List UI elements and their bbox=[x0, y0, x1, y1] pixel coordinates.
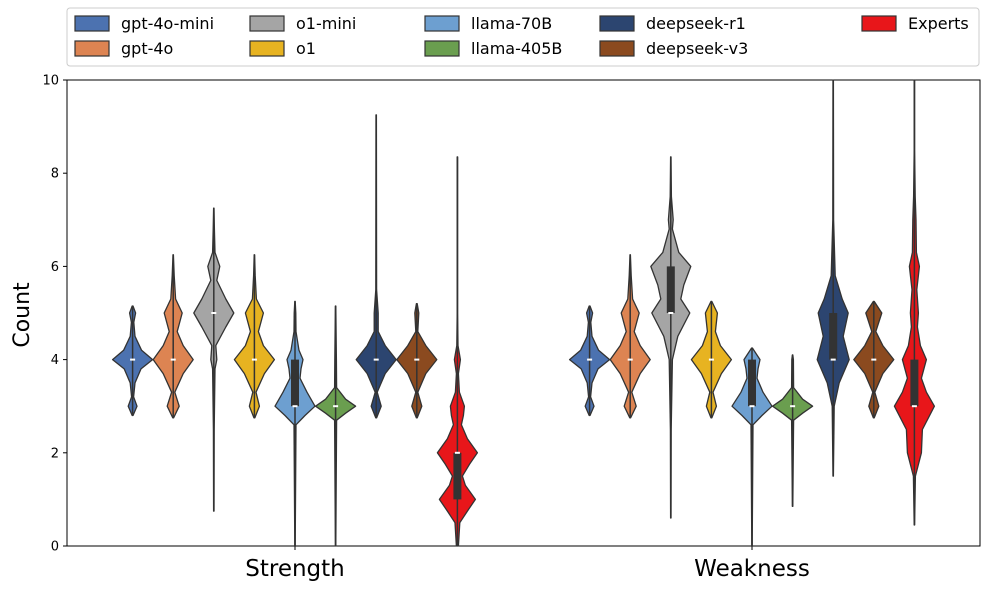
violin-median bbox=[708, 358, 714, 361]
y-axis: 0 2 4 6 8 10 bbox=[42, 74, 67, 555]
violin-median bbox=[414, 358, 420, 361]
y-tick-label: 0 bbox=[51, 540, 59, 555]
legend-swatch bbox=[74, 40, 110, 57]
violin-median bbox=[333, 405, 339, 408]
legend-label: Experts bbox=[908, 14, 969, 33]
violin-median bbox=[911, 405, 917, 408]
violin-median bbox=[373, 358, 379, 361]
legend-label: llama-70B bbox=[471, 14, 552, 33]
violin-median bbox=[749, 405, 755, 408]
violin-iqr-box bbox=[666, 266, 675, 313]
violin-median bbox=[211, 312, 217, 314]
violin-median bbox=[871, 358, 877, 361]
violin-median bbox=[587, 358, 593, 361]
legend-swatch bbox=[249, 40, 285, 57]
violin-median bbox=[130, 358, 136, 361]
violin-layer bbox=[111, 79, 936, 547]
legend-label: o1 bbox=[296, 39, 316, 58]
violin-median bbox=[668, 312, 674, 314]
y-axis-label: Count bbox=[10, 282, 35, 348]
legend-swatch bbox=[74, 15, 110, 32]
legend-swatch bbox=[424, 15, 460, 32]
x-axis: Strength Weakness bbox=[245, 546, 810, 582]
y-tick-label: 6 bbox=[51, 260, 59, 275]
legend-label: gpt-4o bbox=[121, 39, 173, 58]
legend-label: gpt-4o-mini bbox=[121, 14, 214, 33]
legend-swatch bbox=[599, 40, 635, 57]
violin-iqr-box bbox=[453, 452, 462, 500]
legend: gpt-4o-mini gpt-4o o1-mini o1 llama-70B llama… bbox=[66, 7, 980, 67]
legend-swatch bbox=[861, 15, 897, 32]
x-tick-label: Weakness bbox=[694, 556, 810, 582]
violin-median bbox=[292, 405, 298, 408]
legend-frame bbox=[66, 7, 980, 67]
legend-swatch bbox=[424, 40, 460, 57]
legend-label: llama-405B bbox=[471, 39, 562, 58]
violin-median bbox=[170, 358, 176, 361]
violin-median bbox=[627, 358, 633, 361]
violin-median bbox=[454, 451, 460, 454]
y-tick-label: 10 bbox=[42, 74, 59, 89]
y-tick-label: 4 bbox=[51, 353, 59, 368]
legend-label: o1-mini bbox=[296, 14, 356, 33]
y-tick-label: 2 bbox=[51, 446, 59, 461]
violin-iqr-box bbox=[910, 359, 919, 407]
legend-swatch bbox=[249, 15, 285, 32]
legend-swatch bbox=[599, 15, 635, 32]
violin-iqr-box bbox=[829, 313, 838, 360]
violin-median bbox=[790, 405, 796, 408]
y-tick-label: 8 bbox=[51, 167, 59, 182]
x-tick-label: Strength bbox=[245, 556, 345, 582]
violin-median bbox=[251, 358, 257, 361]
legend-label: deepseek-r1 bbox=[646, 14, 746, 33]
violin-iqr-box bbox=[748, 359, 756, 407]
legend-label: deepseek-v3 bbox=[646, 39, 748, 58]
violin-iqr-box bbox=[291, 359, 299, 407]
violin-median bbox=[830, 358, 836, 361]
